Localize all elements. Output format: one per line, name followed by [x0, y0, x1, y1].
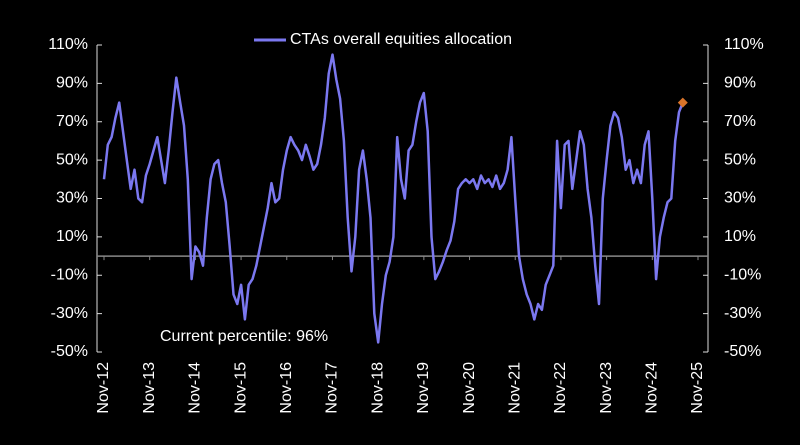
x-tick-label: Nov-12 — [95, 362, 112, 414]
x-tick-label: Nov-16 — [278, 362, 295, 414]
x-tick-label: Nov-24 — [644, 362, 661, 414]
x-tick-label: Nov-15 — [232, 362, 249, 414]
y2-tick-label: 10% — [724, 228, 756, 245]
y-tick-label: -50% — [51, 343, 88, 360]
y2-tick-label: 110% — [724, 36, 764, 53]
x-tick-label: Nov-18 — [369, 362, 386, 414]
y2-tick-label: 70% — [724, 113, 756, 130]
x-tick-label: Nov-25 — [689, 362, 706, 414]
y2-tick-label: 50% — [724, 151, 756, 168]
y-tick-label: 70% — [56, 113, 88, 130]
y2-tick-label: -50% — [724, 343, 761, 360]
y2-tick-label: -30% — [724, 305, 761, 322]
y-tick-label: 10% — [56, 228, 88, 245]
x-tick-label: Nov-23 — [598, 362, 615, 414]
x-tick-label: Nov-20 — [461, 362, 478, 414]
y-tick-label: 90% — [56, 75, 88, 92]
x-tick-label: Nov-13 — [141, 362, 158, 414]
y-tick-label: 30% — [56, 190, 88, 207]
x-tick-label: Nov-14 — [187, 362, 204, 414]
x-tick-label: Nov-19 — [415, 362, 432, 414]
y2-tick-label: 30% — [724, 190, 756, 207]
x-tick-label: Nov-21 — [506, 362, 523, 414]
y2-tick-label: 90% — [724, 75, 756, 92]
x-tick-label: Nov-22 — [552, 362, 569, 414]
series-line — [102, 53, 684, 344]
highlight-marker — [677, 97, 688, 108]
y-tick-label: 50% — [56, 151, 88, 168]
y-tick-label: -10% — [51, 266, 88, 283]
x-tick-label: Nov-17 — [324, 362, 341, 414]
y-tick-label: -30% — [51, 305, 88, 322]
legend-label: CTAs overall equities allocation — [290, 31, 512, 48]
y-tick-label: 110% — [48, 36, 88, 53]
annotation: Current percentile: 96% — [160, 328, 328, 345]
y2-tick-label: -10% — [724, 266, 761, 283]
